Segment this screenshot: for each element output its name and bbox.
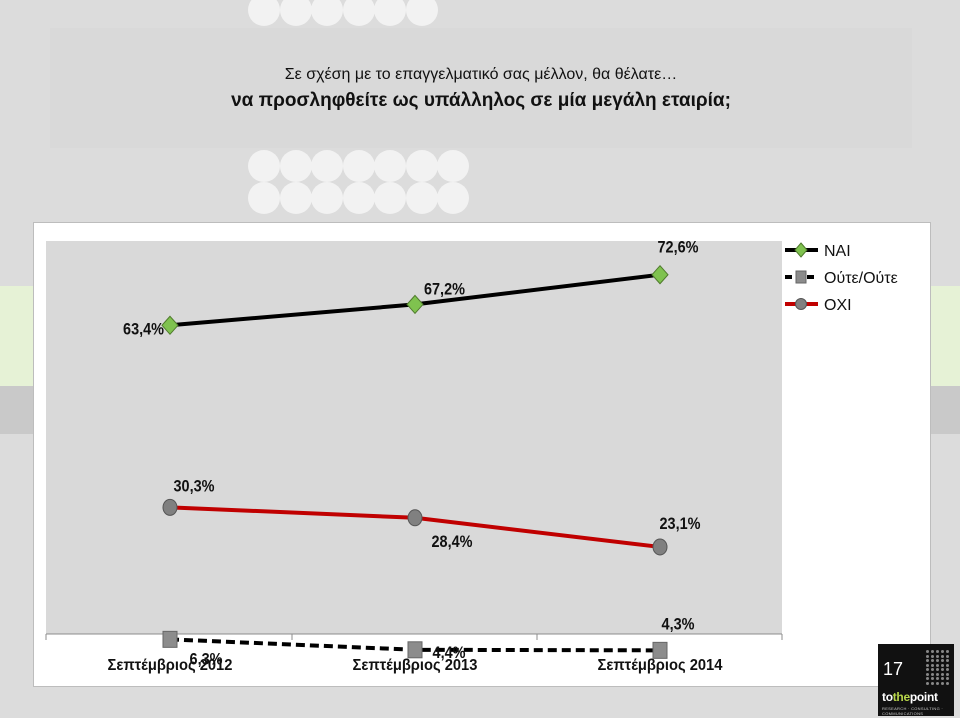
- data-point-marker: [162, 630, 178, 648]
- legend-label: Ούτε/Ούτε: [824, 270, 898, 287]
- title-box: Σε σχέση με το επαγγελματικό σας μέλλον,…: [50, 28, 912, 148]
- background-dot: [342, 0, 375, 26]
- data-label: 67,2%: [424, 280, 465, 298]
- question-title-line2: να προσληφθείτε ως υπάλληλος σε μία μεγά…: [231, 90, 731, 111]
- data-point-marker: [652, 538, 668, 556]
- background-dot: [279, 0, 312, 26]
- background-dot: [279, 182, 312, 214]
- background-dot: [437, 182, 469, 214]
- logo-text: tothepoint: [882, 690, 938, 704]
- logo-dot-grid: [926, 650, 950, 686]
- question-title-line1: Σε σχέση με το επαγγελματικό σας μέλλον,…: [284, 66, 678, 83]
- background-dot: [437, 150, 469, 182]
- background-dot: [311, 150, 343, 182]
- data-point-marker: [407, 509, 423, 527]
- x-tick-label: Σεπτέμβριος 2013: [353, 656, 478, 674]
- data-point-marker: [406, 294, 424, 315]
- legend-marker: [795, 270, 807, 284]
- background-dot: [248, 182, 280, 214]
- page-number: 17: [878, 648, 908, 690]
- legend-label: ΟΧΙ: [824, 297, 852, 314]
- background-dot: [405, 182, 438, 214]
- data-label: 72,6%: [658, 239, 699, 257]
- background-dot: [374, 0, 406, 26]
- x-tick-label: Σεπτέμβριος 2012: [108, 656, 233, 674]
- data-label: 63,4%: [123, 320, 164, 338]
- background-dot: [311, 0, 343, 26]
- legend-marker: [795, 298, 807, 310]
- background-dot: [374, 182, 406, 214]
- legend-marker: [794, 242, 808, 258]
- data-label: 23,1%: [660, 515, 701, 533]
- data-label: 4,3%: [662, 615, 695, 633]
- background-dot: [405, 150, 438, 182]
- background-dot: [342, 182, 375, 214]
- logo-subtitle: RESEARCH · CONSULTING · COMMUNICATIONS: [882, 706, 944, 716]
- background-dot: [342, 150, 375, 182]
- background-dot: [248, 0, 280, 26]
- data-point-marker: [162, 498, 178, 516]
- data-point-marker: [651, 264, 669, 285]
- x-tick-label: Σεπτέμβριος 2014: [598, 656, 723, 674]
- data-point-marker: [161, 315, 179, 336]
- legend-label: ΝΑΙ: [824, 243, 851, 260]
- background-dot: [311, 182, 343, 214]
- data-point-marker: [652, 641, 668, 659]
- background-dot: [405, 0, 438, 26]
- data-label: 28,4%: [432, 533, 473, 551]
- background-dot: [248, 150, 280, 182]
- background-dot: [374, 150, 406, 182]
- background-dot: [279, 150, 312, 182]
- data-label: 4,4%: [433, 644, 466, 662]
- data-label: 6,3%: [190, 650, 223, 668]
- data-point-marker: [407, 641, 423, 659]
- data-label: 30,3%: [174, 477, 215, 495]
